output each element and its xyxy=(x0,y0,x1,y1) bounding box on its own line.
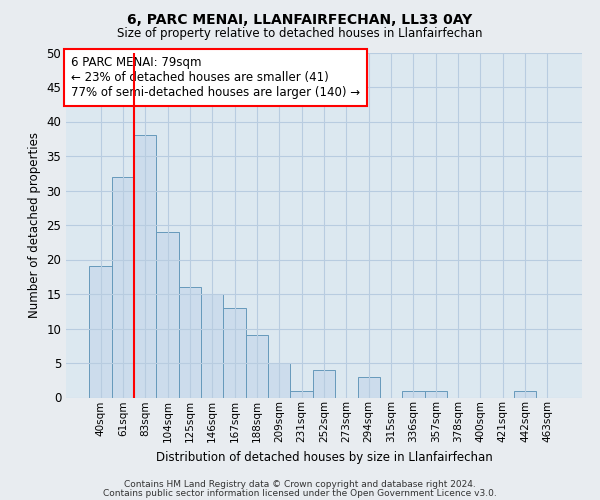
Bar xyxy=(425,390,447,398)
Bar xyxy=(402,390,425,398)
Bar xyxy=(89,266,112,398)
Y-axis label: Number of detached properties: Number of detached properties xyxy=(28,132,41,318)
Bar xyxy=(179,287,201,398)
Bar xyxy=(313,370,335,398)
Text: Contains HM Land Registry data © Crown copyright and database right 2024.: Contains HM Land Registry data © Crown c… xyxy=(124,480,476,489)
Bar xyxy=(201,294,223,398)
Text: Contains public sector information licensed under the Open Government Licence v3: Contains public sector information licen… xyxy=(103,488,497,498)
Bar xyxy=(514,390,536,398)
Bar xyxy=(223,308,246,398)
X-axis label: Distribution of detached houses by size in Llanfairfechan: Distribution of detached houses by size … xyxy=(155,450,493,464)
Bar xyxy=(157,232,179,398)
Bar xyxy=(268,363,290,398)
Text: 6, PARC MENAI, LLANFAIRFECHAN, LL33 0AY: 6, PARC MENAI, LLANFAIRFECHAN, LL33 0AY xyxy=(127,12,473,26)
Bar xyxy=(112,176,134,398)
Bar xyxy=(246,336,268,398)
Bar xyxy=(134,136,157,398)
Text: 6 PARC MENAI: 79sqm
← 23% of detached houses are smaller (41)
77% of semi-detach: 6 PARC MENAI: 79sqm ← 23% of detached ho… xyxy=(71,56,360,99)
Bar xyxy=(358,377,380,398)
Text: Size of property relative to detached houses in Llanfairfechan: Size of property relative to detached ho… xyxy=(117,28,483,40)
Bar xyxy=(290,390,313,398)
